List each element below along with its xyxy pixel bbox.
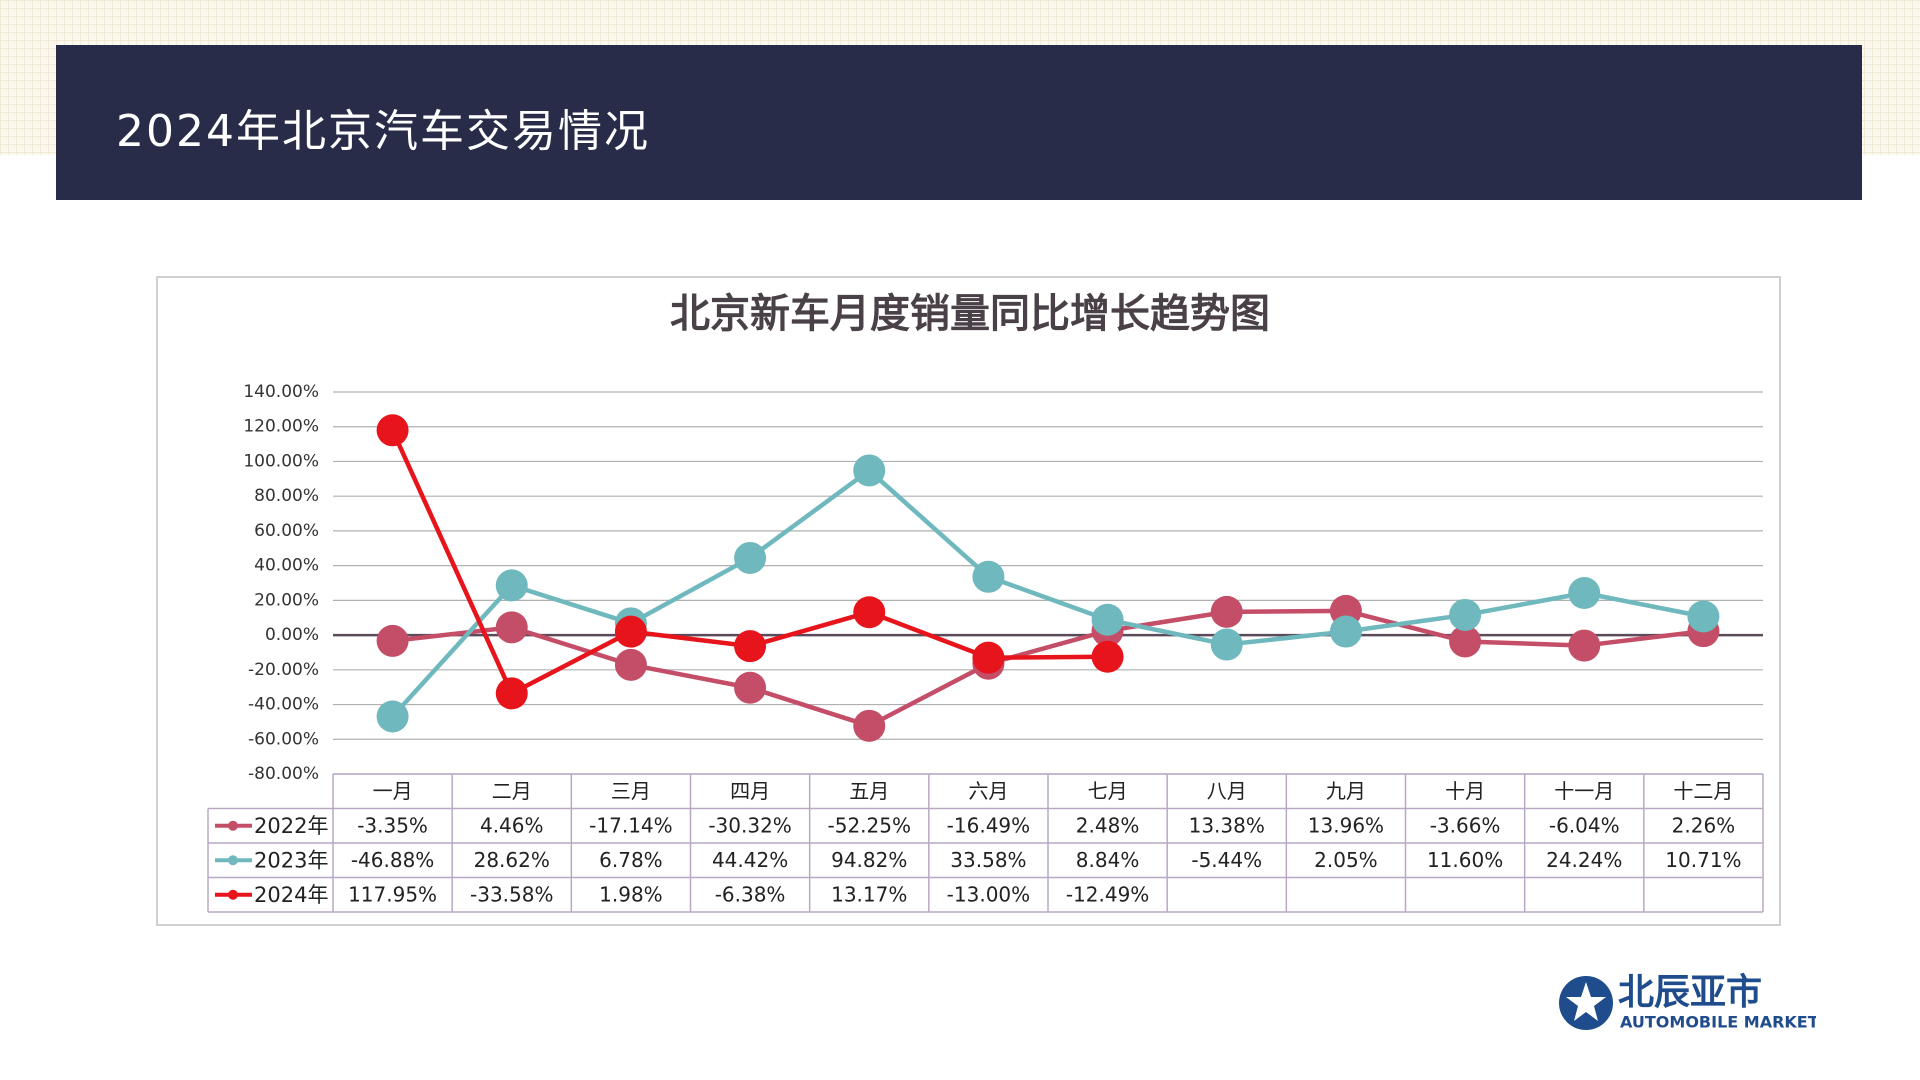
table-value: 44.42% — [712, 848, 788, 872]
data-point — [972, 641, 1005, 674]
x-tick-label: 十月 — [1445, 779, 1485, 803]
data-point — [1449, 625, 1482, 658]
table-value: 117.95% — [348, 882, 437, 906]
x-tick-label: 二月 — [492, 779, 532, 803]
data-point — [495, 569, 528, 602]
y-tick-label: -80.00% — [248, 764, 319, 784]
data-point — [376, 624, 409, 657]
data-point — [1091, 603, 1124, 636]
logo-subtitle: AUTOMOBILE MARKET — [1620, 1013, 1816, 1032]
table-value: 28.62% — [474, 848, 550, 872]
legend-marker — [228, 855, 238, 866]
x-tick-label: 一月 — [373, 779, 413, 803]
y-tick-label: 40.00% — [254, 556, 319, 576]
data-point — [1329, 615, 1362, 648]
table-value: -46.88% — [351, 848, 434, 872]
data-point — [734, 671, 767, 704]
table-value: -13.00% — [947, 882, 1030, 906]
table-value: -3.35% — [357, 813, 428, 837]
table-value: 4.46% — [480, 813, 544, 837]
table-value: -16.49% — [947, 813, 1030, 837]
y-tick-label: -40.00% — [248, 695, 319, 715]
data-point — [1568, 577, 1601, 610]
table-value: -12.49% — [1066, 882, 1149, 906]
header-bar: 2024年北京汽车交易情况 — [56, 45, 1862, 200]
y-tick-label: 100.00% — [243, 451, 319, 471]
header-title: 2024年北京汽车交易情况 — [116, 106, 650, 157]
y-tick-label: 80.00% — [254, 486, 319, 506]
data-point — [853, 709, 886, 742]
legend-label: 2022年 — [254, 814, 328, 838]
table-value: 13.38% — [1189, 813, 1265, 837]
x-tick-label: 四月 — [730, 779, 770, 803]
table-value: 8.84% — [1076, 848, 1140, 872]
legend-marker — [228, 820, 238, 831]
data-point — [734, 541, 767, 574]
chart-frame — [156, 276, 1781, 926]
data-point — [853, 454, 886, 487]
y-tick-label: 20.00% — [254, 590, 319, 610]
data-point — [1687, 600, 1720, 633]
data-point — [495, 611, 528, 644]
data-point — [376, 700, 409, 733]
data-point — [1210, 595, 1243, 628]
table-value: -52.25% — [828, 813, 911, 837]
table-value: 33.58% — [950, 848, 1026, 872]
table-value: 13.17% — [831, 882, 907, 906]
logo: 北辰亚市 AUTOMOBILE MARKET — [1559, 972, 1816, 1032]
x-tick-label: 九月 — [1326, 779, 1366, 803]
x-tick-label: 十二月 — [1673, 779, 1733, 803]
data-point — [495, 677, 528, 710]
logo-star — [1566, 982, 1606, 1021]
x-tick-label: 八月 — [1207, 779, 1247, 803]
y-tick-label: -20.00% — [248, 660, 319, 680]
series-line — [390, 468, 1704, 719]
data-point — [614, 648, 647, 681]
table-value: 2.48% — [1076, 813, 1140, 837]
chart-title: 北京新车月度销量同比增长趋势图 — [670, 291, 1270, 337]
table-value: 10.71% — [1665, 848, 1741, 872]
data-point — [1449, 598, 1482, 631]
data-point — [853, 596, 886, 629]
y-tick-label: 140.00% — [243, 382, 319, 402]
table-value: -30.32% — [708, 813, 791, 837]
x-tick-label: 三月 — [611, 779, 651, 803]
x-tick-label: 六月 — [968, 779, 1008, 803]
table-value: -17.14% — [589, 813, 672, 837]
table-value: 24.24% — [1546, 848, 1622, 872]
data-point — [376, 414, 409, 447]
table-value: -3.66% — [1430, 813, 1501, 837]
data-point — [734, 630, 767, 663]
y-tick-label: 60.00% — [254, 521, 319, 541]
table-value: -33.58% — [470, 882, 553, 906]
x-tick-label: 七月 — [1088, 779, 1128, 803]
data-point — [1210, 628, 1243, 661]
table-value: 13.96% — [1308, 813, 1384, 837]
data-point — [614, 615, 647, 648]
table-value: -6.38% — [715, 882, 786, 906]
table-value: 11.60% — [1427, 848, 1503, 872]
legend-label: 2023年 — [254, 848, 328, 872]
y-tick-label: 0.00% — [265, 625, 319, 645]
x-tick-label: 五月 — [849, 779, 889, 803]
data-point — [1091, 640, 1124, 673]
logo-name: 北辰亚市 — [1618, 972, 1762, 1013]
table-value: 6.78% — [599, 848, 663, 872]
table-value: 1.98% — [599, 882, 663, 906]
table-value: -6.04% — [1549, 813, 1620, 837]
table-value: 2.05% — [1314, 848, 1378, 872]
table-value: 94.82% — [831, 848, 907, 872]
data-point — [1568, 629, 1601, 662]
table-value: 2.26% — [1672, 813, 1736, 837]
y-tick-label: 120.00% — [243, 417, 319, 437]
table-value: -5.44% — [1191, 848, 1262, 872]
legend-label: 2024年 — [254, 883, 328, 907]
series-line — [392, 608, 1704, 729]
y-tick-label: -60.00% — [248, 729, 319, 749]
x-tick-label: 十一月 — [1554, 779, 1614, 803]
legend-marker — [228, 889, 238, 900]
data-point — [972, 560, 1005, 593]
